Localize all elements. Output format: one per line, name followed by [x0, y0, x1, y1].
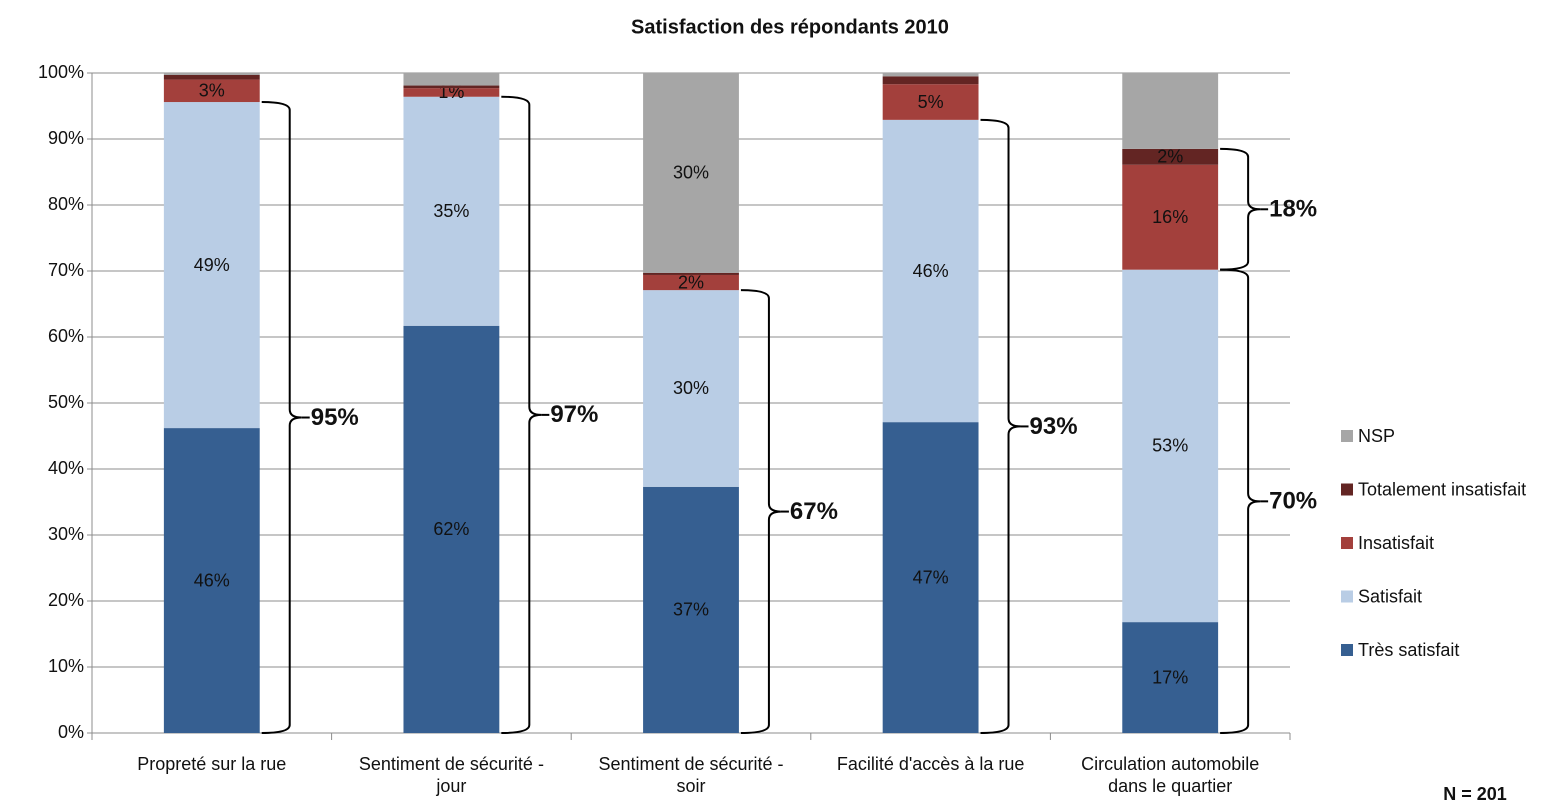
annotation: 93%: [1030, 413, 1078, 440]
data-label: 5%: [918, 92, 944, 112]
annotation: 97%: [550, 401, 598, 428]
x-tick-label: Facilité d'accès à la rue: [836, 754, 1025, 774]
y-tick-label: 10%: [48, 656, 84, 676]
bar-segment: [163, 102, 260, 429]
y-tick-label: 0%: [58, 722, 84, 742]
data-label: 47%: [913, 567, 949, 587]
x-tick-label: Sentiment de sécurité - jour: [358, 754, 544, 796]
legend-label: Satisfait: [1358, 586, 1422, 606]
y-tick-label: 70%: [48, 260, 84, 280]
y-tick-label: 60%: [48, 326, 84, 346]
legend-swatch: [1341, 483, 1353, 496]
bar-segment: [1122, 622, 1219, 733]
data-label: 2%: [678, 272, 704, 292]
annotation: 67%: [790, 498, 838, 525]
data-label: 53%: [1152, 436, 1188, 456]
legend-label: Très satisfait: [1358, 640, 1459, 660]
legend-swatch: [1341, 644, 1353, 656]
bar-segment: [163, 74, 260, 80]
bar-segment: [403, 85, 500, 89]
data-label: 30%: [673, 163, 709, 183]
brace: [501, 95, 542, 734]
bar-segment: [1122, 269, 1219, 623]
bar-segment: [403, 73, 500, 86]
brace: [1220, 268, 1261, 734]
legend-label: NSP: [1358, 426, 1395, 446]
brace: [1220, 147, 1261, 271]
bar-segment: [643, 486, 739, 733]
data-label: 49%: [194, 255, 230, 275]
bar-segment: [163, 428, 260, 733]
bar-segment: [403, 325, 500, 733]
data-label: 35%: [433, 201, 469, 221]
bar-segment: [643, 274, 739, 291]
y-tick-label: 50%: [48, 392, 84, 412]
data-label: 46%: [194, 570, 230, 590]
brace: [261, 101, 302, 734]
data-label: 62%: [433, 519, 469, 539]
bar-segment: [163, 73, 260, 75]
legend-swatch: [1341, 430, 1353, 442]
chart-title: Satisfaction des répondants 2010: [631, 16, 949, 38]
bar-segment: [1122, 164, 1219, 270]
legend-swatch: [1341, 537, 1353, 549]
annotation: 70%: [1269, 488, 1317, 515]
x-tick-label: Circulation automobile dans le quartier: [1081, 754, 1260, 796]
note: N = 201: [1443, 784, 1507, 804]
bar-segment: [882, 73, 979, 77]
data-label: 17%: [1152, 667, 1188, 687]
x-tick-label: Sentiment de sécurité - soir: [598, 754, 784, 796]
bar-segment: [403, 88, 500, 97]
bar-segment: [882, 119, 979, 423]
legend-label: Totalement insatisfait: [1358, 479, 1526, 499]
y-tick-label: 40%: [48, 458, 84, 478]
brace: [980, 118, 1021, 734]
bar-segment: [403, 96, 500, 326]
bar-segment: [882, 422, 979, 733]
data-label: 37%: [673, 600, 709, 620]
x-tick-label: Propreté sur la rue: [137, 754, 287, 774]
annotation: 95%: [311, 404, 359, 431]
y-tick-label: 100%: [38, 62, 84, 82]
data-label: 30%: [673, 378, 709, 398]
data-label: 3%: [199, 81, 225, 101]
bar-segment: [1122, 148, 1219, 165]
y-tick-label: 30%: [48, 524, 84, 544]
data-label: 2%: [1157, 147, 1183, 167]
bar-segment: [643, 73, 739, 273]
data-label: 16%: [1152, 207, 1188, 227]
bar-segment: [643, 272, 739, 275]
legend-swatch: [1341, 590, 1353, 603]
bar-segment: [643, 290, 739, 487]
y-tick-label: 90%: [48, 128, 84, 148]
y-tick-label: 80%: [48, 194, 84, 214]
data-label: 46%: [913, 261, 949, 281]
legend-label: Insatisfait: [1358, 533, 1434, 553]
bar-segment: [1122, 73, 1219, 149]
bar-segment: [163, 79, 260, 103]
bar-segment: [882, 76, 979, 85]
annotation: 18%: [1269, 196, 1317, 223]
bar-segment: [882, 84, 979, 120]
y-tick-label: 20%: [48, 590, 84, 610]
